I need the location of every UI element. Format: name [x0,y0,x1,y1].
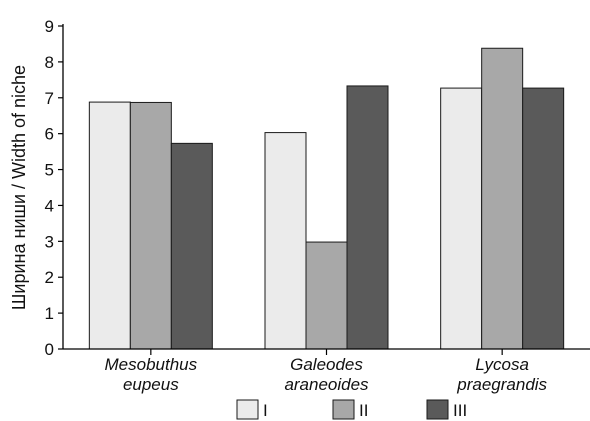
y-axis: 0 1 2 3 4 5 6 7 8 9 [45,17,64,359]
x-tick-label: araneoides [284,375,369,394]
legend-swatch-I [236,399,259,420]
y-tick-label: 7 [45,89,54,108]
y-tick-label: 6 [45,125,54,144]
bar-I-0 [88,101,131,350]
y-tick-label: 2 [45,268,54,287]
x-tick-label: Galeodes [290,355,363,374]
legend-swatch-II [332,399,355,420]
bars [88,47,565,350]
bar-III-2 [522,87,565,350]
y-tick-label: 4 [45,196,54,215]
legend: I II III [236,399,467,420]
y-tick-label: 8 [45,53,54,72]
y-tick-label: 0 [45,340,54,359]
y-tick-label: 3 [45,232,54,251]
x-tick-label: eupeus [123,375,179,394]
bar-II-0 [129,101,172,350]
bar-III-1 [346,85,389,350]
legend-swatch-III [426,399,449,420]
bar-I-1 [264,132,307,350]
bar-III-0 [170,142,213,350]
x-tick-label: Lycosa [475,355,529,374]
bar-I-2 [440,87,483,350]
x-tick-label: praegrandis [456,375,547,394]
bar-II-1 [305,241,348,350]
legend-label-III: III [453,401,467,420]
y-tick-label: 1 [45,304,54,323]
y-tick-label: 9 [45,17,54,36]
x-tick-label: Mesobuthus [105,355,198,374]
y-tick-label: 5 [45,161,54,180]
legend-label-I: I [263,401,268,420]
legend-label-II: II [359,401,368,420]
bar-II-2 [481,47,524,350]
y-axis-title: Ширина ниши / Width of niche [9,65,29,310]
